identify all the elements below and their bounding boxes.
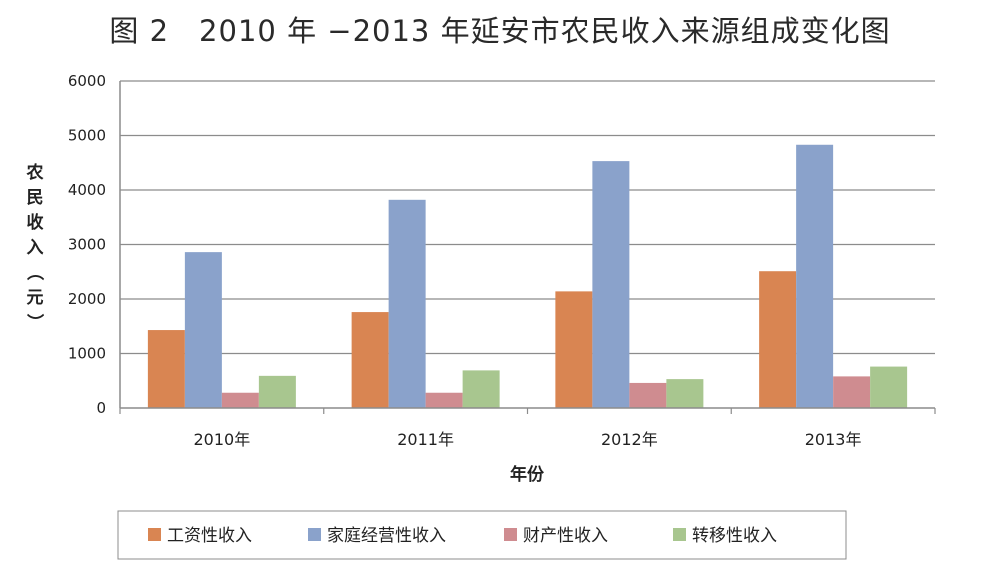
bar-2012年-财产性收入: [629, 382, 667, 408]
legend-label: 财产性收入: [523, 526, 608, 546]
y-axis-title: 农民收入 （ 元 ）: [24, 162, 45, 331]
bar-2010年-转移性收入: [258, 375, 296, 408]
bars: [147, 144, 908, 408]
x-tick-label: 2013年: [805, 430, 862, 449]
bar-2010年-财产性收入: [221, 392, 259, 408]
gridlines: [120, 80, 935, 355]
y-tick-label: 3000: [68, 236, 106, 254]
figure-title: 图 2 2010 年 −2013 年延安市农民收入来源组成变化图: [109, 14, 891, 48]
bar-2013年-转移性收入: [870, 366, 908, 408]
legend-label: 工资性收入: [167, 526, 252, 546]
bar-2010年-工资性收入: [147, 330, 185, 408]
x-tick-labels: 2010年 2011年 2012年 2013年: [194, 430, 862, 449]
y-tick-label: 2000: [68, 290, 106, 308]
y-tick-labels: 0 1000 2000 3000 4000 5000 6000: [68, 72, 106, 417]
legend-label: 转移性收入: [692, 526, 777, 546]
legend-swatch: [673, 528, 686, 541]
bar-2010年-家庭经营性收入: [184, 252, 222, 408]
legend: 工资性收入 家庭经营性收入 财产性收入 转移性收入: [117, 510, 847, 560]
bar-2011年-转移性收入: [462, 370, 500, 408]
bar-2013年-家庭经营性收入: [796, 144, 834, 408]
bar-2011年-家庭经营性收入: [388, 199, 426, 408]
x-tick-label: 2011年: [397, 430, 454, 449]
y-axis-title-char: （: [24, 264, 45, 281]
legend-swatch: [148, 528, 161, 541]
y-tick-label: 1000: [68, 345, 106, 363]
bar-2012年-转移性收入: [666, 379, 704, 408]
y-axis-title-char: 农: [26, 162, 44, 183]
x-tick-label: 2010年: [194, 430, 251, 449]
legend-swatch: [308, 528, 321, 541]
legend-label: 家庭经营性收入: [327, 526, 446, 546]
y-axis-title-char: 元: [27, 288, 44, 308]
bar-2011年-工资性收入: [351, 312, 389, 408]
y-tick-label: 0: [96, 399, 106, 417]
x-axis-title: 年份: [510, 464, 545, 485]
bar-2011年-财产性收入: [425, 392, 463, 408]
bar-2012年-家庭经营性收入: [592, 161, 630, 408]
legend-swatch: [504, 528, 517, 541]
axes: [119, 81, 936, 414]
x-tick-label: 2012年: [601, 430, 658, 449]
y-axis-title-char: 收: [27, 212, 44, 233]
y-axis-title-char: 民: [27, 188, 44, 208]
y-tick-label: 4000: [68, 181, 106, 199]
y-tick-label: 6000: [68, 72, 106, 90]
y-tick-label: 5000: [68, 127, 106, 145]
bar-2013年-财产性收入: [833, 376, 871, 408]
y-axis-title-char: ）: [24, 314, 45, 331]
legend-box: [117, 510, 847, 560]
y-axis-title-char: 入: [27, 238, 44, 258]
bar-2013年-工资性收入: [759, 271, 797, 408]
bar-2012年-工资性收入: [555, 291, 593, 408]
